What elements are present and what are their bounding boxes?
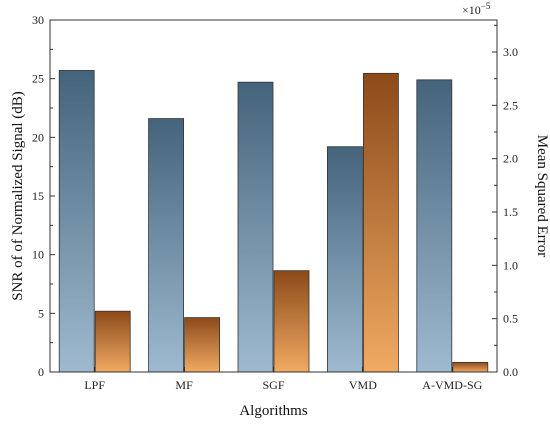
x-tick-label: VMD <box>349 378 377 392</box>
bar-snr-sgf <box>237 81 274 373</box>
left-tick-label: 15 <box>32 189 44 203</box>
x-tick-label: SGF <box>262 378 284 392</box>
x-axis-label: Algorithms <box>239 403 307 419</box>
x-tick-label: A-VMD-SG <box>422 378 482 392</box>
y-axis-right-label: Mean Squared Error <box>534 135 550 257</box>
left-axis-ticks: 0 5 10 15 20 25 30 <box>32 13 55 379</box>
right-tick-label: 0.0 <box>503 365 518 379</box>
multiplier-base: ×10 <box>462 3 481 17</box>
left-tick-label: 25 <box>32 72 44 86</box>
bar-mse-a-vmd-sg <box>452 361 489 373</box>
bar-mse-lpf <box>94 310 131 373</box>
bar-snr-vmd <box>326 146 363 373</box>
right-axis-multiplier: ×10−5 <box>462 1 491 17</box>
left-tick-label: 30 <box>32 13 44 27</box>
bars-group <box>58 70 489 373</box>
left-tick-label: 5 <box>38 306 44 320</box>
right-axis-ticks: 0.0 0.5 1.0 1.5 2.0 2.5 3.0 <box>492 24 518 379</box>
left-tick-label: 10 <box>32 248 44 262</box>
bar-snr-mf <box>148 118 185 373</box>
bar-snr-lpf <box>58 70 95 373</box>
multiplier-exponent: −5 <box>481 1 491 11</box>
bar-snr-a-vmd-sg <box>416 79 453 373</box>
right-tick-label: 2.0 <box>503 152 518 166</box>
bar-mse-vmd <box>362 72 399 373</box>
x-tick-label: LPF <box>84 378 105 392</box>
right-tick-label: 0.5 <box>503 312 518 326</box>
x-tick-label: MF <box>175 378 193 392</box>
left-tick-label: 0 <box>38 365 44 379</box>
right-tick-label: 1.5 <box>503 205 518 219</box>
right-tick-label: 1.0 <box>503 258 518 272</box>
left-tick-label: 20 <box>32 130 44 144</box>
bar-mse-mf <box>184 317 221 373</box>
right-tick-label: 2.5 <box>503 98 518 112</box>
bar-mse-sgf <box>273 270 310 373</box>
y-axis-left-label: SNR of of Normalized Signal (dB) <box>10 91 26 301</box>
right-tick-label: 3.0 <box>503 45 518 59</box>
x-axis-ticks: LPF MF SGF VMD A-VMD-SG <box>84 367 483 392</box>
